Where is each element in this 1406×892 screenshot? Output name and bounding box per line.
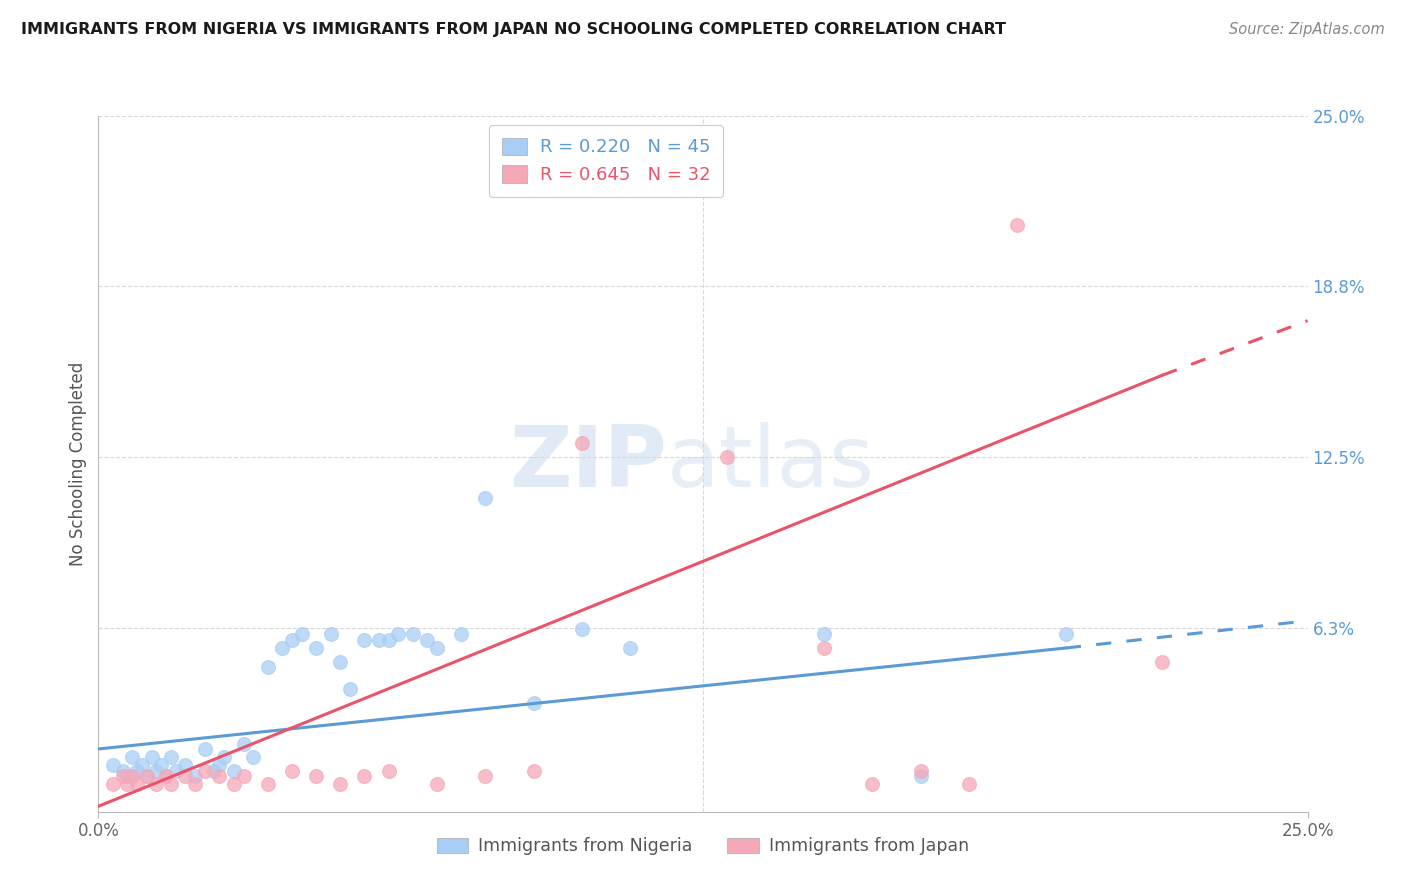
Text: atlas: atlas [666,422,875,506]
Point [368,632,391,647]
Point [910,764,932,778]
Point [271,640,294,655]
Point [135,769,157,783]
Point [319,627,342,641]
Point [194,764,217,778]
Point [117,769,139,783]
Point [339,681,361,696]
Point [571,622,593,636]
Point [208,758,231,772]
Point [121,769,143,783]
Point [222,764,245,778]
Point [256,777,278,791]
Point [474,769,496,783]
Point [523,696,546,710]
Point [212,750,235,764]
Text: IMMIGRANTS FROM NIGERIA VS IMMIGRANTS FROM JAPAN NO SCHOOLING COMPLETED CORRELAT: IMMIGRANTS FROM NIGERIA VS IMMIGRANTS FR… [21,22,1007,37]
Point [450,627,472,641]
Point [716,450,738,464]
Point [232,737,254,751]
Point [145,764,167,778]
Point [571,436,593,450]
Point [101,777,124,791]
Point [1054,627,1077,641]
Point [329,655,352,669]
Point [305,769,328,783]
Point [222,777,245,791]
Point [174,769,197,783]
Point [141,750,163,764]
Point [184,777,207,791]
Point [208,769,231,783]
Point [117,777,139,791]
Point [165,764,187,778]
Point [813,627,835,641]
Point [426,640,449,655]
Point [111,769,134,783]
Point [174,758,197,772]
Point [232,769,254,783]
Point [111,764,134,778]
Point [426,777,449,791]
Point [387,627,409,641]
Point [860,777,883,791]
Point [1152,655,1174,669]
Point [184,769,207,783]
Point [135,769,157,783]
Point [204,764,226,778]
Point [127,777,149,791]
Point [377,632,399,647]
Point [1007,218,1029,232]
Point [474,491,496,505]
Point [150,758,173,772]
Point [957,777,980,791]
Point [256,660,278,674]
Point [416,632,439,647]
Point [160,750,183,764]
Point [353,632,375,647]
Point [145,777,167,791]
Point [619,640,641,655]
Point [290,627,312,641]
Point [329,777,352,791]
Point [813,640,835,655]
Point [281,764,304,778]
Point [155,769,177,783]
Point [121,750,143,764]
Point [281,632,304,647]
Y-axis label: No Schooling Completed: No Schooling Completed [69,362,87,566]
Point [131,758,153,772]
Point [160,777,183,791]
Point [402,627,425,641]
Point [377,764,399,778]
Point [353,769,375,783]
Point [523,764,546,778]
Point [194,742,217,756]
Point [910,769,932,783]
Point [101,758,124,772]
Point [242,750,264,764]
Legend: Immigrants from Nigeria, Immigrants from Japan: Immigrants from Nigeria, Immigrants from… [430,830,976,863]
Point [127,764,149,778]
Point [155,769,177,783]
Point [305,640,328,655]
Text: Source: ZipAtlas.com: Source: ZipAtlas.com [1229,22,1385,37]
Text: ZIP: ZIP [509,422,666,506]
